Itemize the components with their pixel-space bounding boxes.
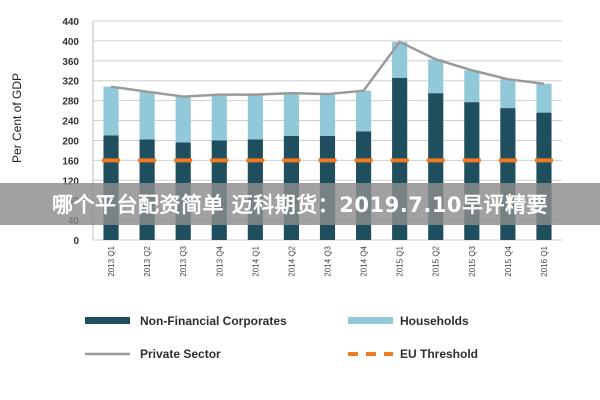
legend-swatch-non-financial [85,317,130,324]
y-tick-label: 160 [62,156,79,167]
line-private-sector [110,40,545,98]
x-tick-label: 2013 Q4 [215,245,224,276]
x-tick-label: 2015 Q2 [432,245,441,276]
bar-households [356,90,372,132]
bar-households [536,83,552,113]
legend-item-private-sector: Private Sector [85,347,221,361]
bar-households [247,94,263,140]
lines [102,40,553,163]
y-tick-label: 200 [62,136,79,147]
x-tick-label: 2014 Q2 [287,245,296,276]
legend-item-non-financial: Non-Financial Corporates [85,314,287,328]
bar-households [464,70,480,103]
bar-households [139,91,155,140]
legend-label-households: Households [400,314,469,328]
bar-households [175,96,191,143]
legend-label-eu-threshold: EU Threshold [400,347,478,361]
x-tick-label: 2014 Q1 [251,245,260,276]
x-tick-label: 2013 Q1 [107,245,116,276]
watermark-banner: 哪个平台配资简单 迈科期货：2019.7.10早评精要 [0,183,600,225]
bar-households [392,41,408,78]
bar-households [500,79,516,109]
legend-item-eu-threshold: EU Threshold [348,347,478,361]
x-tick-label: 2015 Q1 [396,245,405,276]
bar-households [211,94,227,141]
y-tick-label: 240 [62,117,79,128]
y-tick-label: 0 [73,236,79,247]
bar-households [103,86,119,136]
legend: Non-Financial Corporates Households Priv… [85,314,478,361]
y-tick-label: 280 [62,97,79,108]
y-tick-label: 320 [62,77,79,88]
x-tick-label: 2014 Q4 [360,245,369,276]
legend-label-private-sector: Private Sector [140,347,221,361]
x-tick-label: 2014 Q3 [324,245,333,276]
legend-swatch-households [348,317,393,324]
legend-label-non-financial: Non-Financial Corporates [140,314,287,328]
y-tick-label: 120 [62,176,79,187]
y-axis-label: Per Cent of GDP [10,73,24,163]
x-tick-label: 2016 Q1 [540,245,549,276]
legend-item-households: Households [348,314,469,328]
y-tick-label: 360 [62,57,79,68]
y-tick-label: 440 [62,17,79,28]
bar-households [428,59,444,94]
x-tick-label: 2013 Q2 [143,245,152,276]
x-tick-label: 2015 Q4 [504,245,513,276]
x-tick-label: 2013 Q3 [179,245,188,276]
bar-households [319,94,336,136]
y-tick-label: 400 [62,37,79,48]
x-axis-ticks: 2013 Q1 2013 Q2 2013 Q3 2013 Q4 2014 Q1 2014 … [107,245,549,276]
x-tick-label: 2015 Q3 [468,245,477,276]
bar-households [283,93,299,136]
